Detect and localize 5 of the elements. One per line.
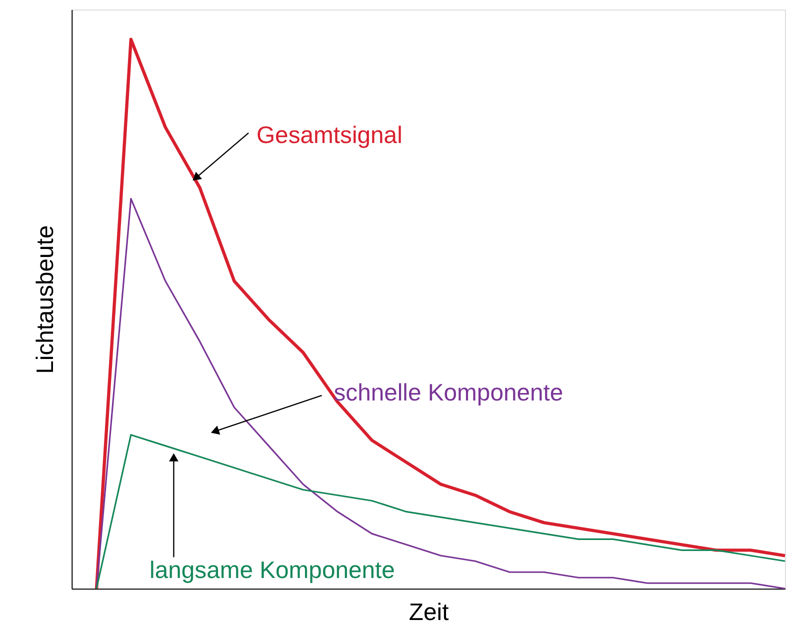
- x-axis-title: Zeit: [408, 598, 450, 626]
- y-axis-title: Lichtausbeute: [32, 225, 60, 374]
- text: schnelle Komponente: [334, 379, 564, 406]
- text: Gesamtsignal: [256, 122, 402, 149]
- series-label: langsame Komponente: [150, 557, 395, 584]
